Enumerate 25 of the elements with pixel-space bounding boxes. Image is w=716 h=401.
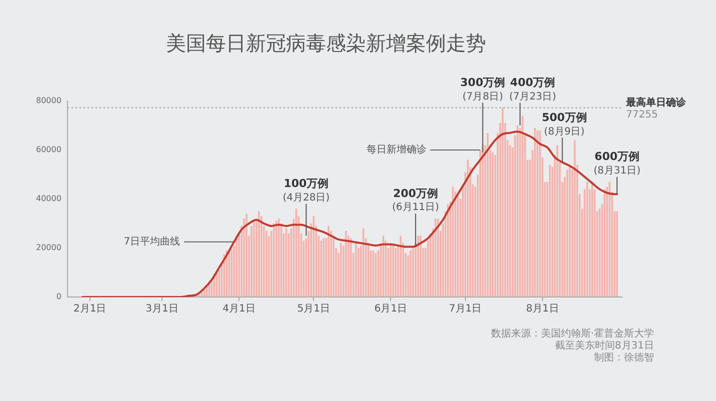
ref-line-label: 最高单日确诊 77255 (625, 96, 687, 120)
x-tick-label: 6月1日 (374, 304, 408, 315)
x-tick-label: 2月1日 (73, 304, 106, 315)
x-tick-label: 7月1日 (448, 304, 482, 315)
y-tick-label: 80000 (36, 96, 62, 106)
y-tick-label: 20000 (36, 243, 62, 252)
y-tick-label: 60000 (36, 145, 62, 154)
x-tick-label: 5月1日 (297, 304, 330, 315)
annotation: 200万例 (6月11日) (392, 186, 440, 214)
x-tick-label: 3月1日 (146, 304, 178, 315)
annotation: 7日平均曲线 (124, 235, 180, 248)
annotation: 500万例 (8月9日) (542, 111, 587, 138)
text: 截至美东时间8月31日 (554, 340, 654, 352)
y-tick-label: 40000 (36, 194, 62, 204)
annotation: 400万例 (7月23日) (509, 76, 556, 102)
x-tick-label: 8月1日 (526, 304, 559, 315)
chart-title: 美国每日新冠病毒感染新增案例走势 (166, 31, 486, 56)
text: 制图：徐德智 (594, 352, 654, 364)
source-note: 数据来源：美国约翰斯·霍普金斯大学 (490, 328, 654, 340)
annotation: 300万例 (7月8日) (460, 76, 506, 102)
annotation: 100万例 (4月28日) (282, 177, 330, 204)
x-tick-label: 4月1日 (222, 304, 256, 315)
annotation: 每日新增确诊 (366, 144, 426, 156)
annotation: 600万例 (8月31日) (594, 150, 641, 176)
y-tick-label: 0 (56, 292, 62, 302)
